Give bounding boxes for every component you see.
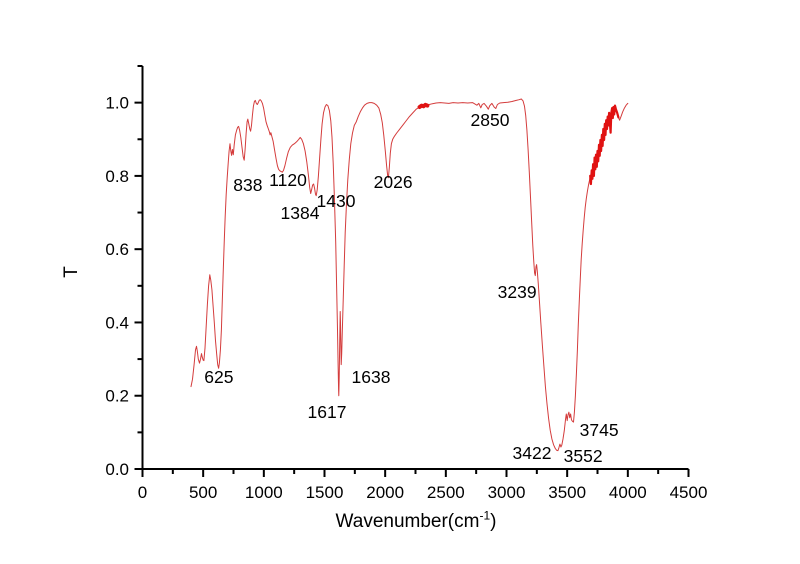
- y-tick-label: 0.2: [105, 387, 129, 406]
- x-tick-label: 1000: [245, 483, 283, 502]
- x-axis-title: Wavenumber(cm-1): [335, 508, 497, 533]
- x-axis-title-superscript: -1: [479, 508, 491, 523]
- peak-annotation-838: 838: [233, 175, 262, 195]
- peak-annotation-3552: 3552: [564, 446, 603, 466]
- y-tick-label: 0.8: [105, 167, 129, 186]
- x-tick-label: 500: [189, 483, 217, 502]
- y-tick-label: 0.0: [105, 460, 129, 479]
- peak-annotation-625: 625: [204, 367, 233, 387]
- peak-annotation-3239: 3239: [498, 282, 537, 302]
- peak-annotation-2026: 2026: [374, 172, 413, 192]
- x-tick-label: 2000: [366, 483, 404, 502]
- y-axis-title: T: [61, 266, 82, 278]
- peak-annotation-1384: 1384: [281, 203, 320, 223]
- peak-annotation-1638: 1638: [352, 367, 391, 387]
- x-tick-label: 1500: [306, 483, 344, 502]
- spectrum-curve-bold-segment: [417, 102, 430, 109]
- x-axis-title-text: Wavenumber(cm: [335, 511, 480, 532]
- peak-annotation-1617: 1617: [308, 402, 347, 422]
- spectrum-curve: [190, 98, 629, 452]
- peak-annotation-1430: 1430: [317, 191, 356, 211]
- x-tick-label: 0: [138, 483, 147, 502]
- y-tick-label: 0.6: [105, 240, 129, 259]
- x-axis-title-close: ): [490, 511, 497, 532]
- x-tick-label: 3500: [548, 483, 586, 502]
- x-tick-label: 4500: [670, 483, 708, 502]
- spectrum-curve-bold-segment: [589, 104, 620, 186]
- peak-annotation-1120: 1120: [269, 170, 307, 190]
- peak-annotation-2850: 2850: [471, 110, 510, 130]
- peak-annotation-3422: 3422: [513, 443, 552, 463]
- y-tick-label: 1.0: [105, 94, 129, 113]
- peak-annotation-3745: 3745: [580, 420, 619, 440]
- x-tick-label: 4000: [609, 483, 647, 502]
- y-tick-label: 0.4: [105, 313, 129, 332]
- x-tick-label: 2500: [427, 483, 465, 502]
- x-tick-label: 3000: [488, 483, 526, 502]
